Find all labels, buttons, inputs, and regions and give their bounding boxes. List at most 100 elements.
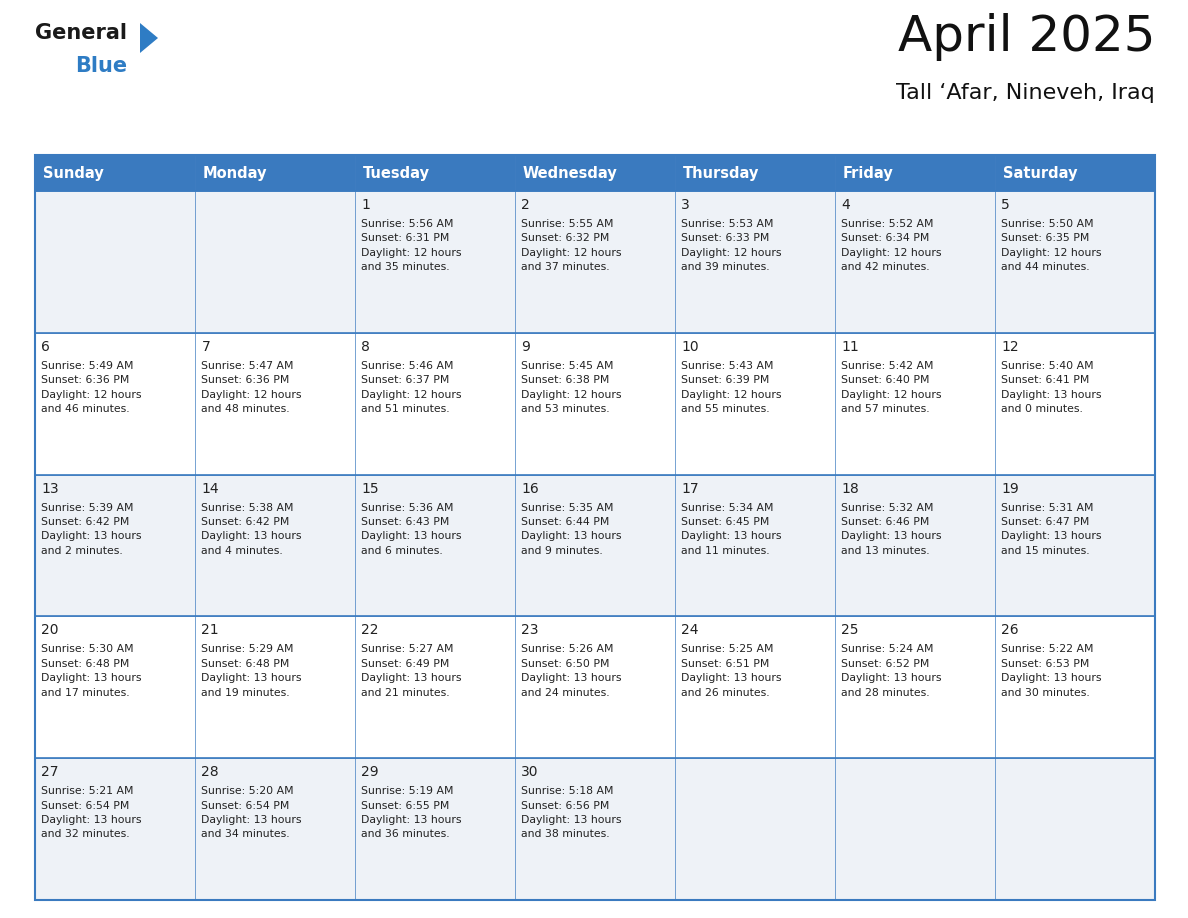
Text: 11: 11 xyxy=(841,340,859,353)
Text: 4: 4 xyxy=(841,198,851,212)
Text: Sunrise: 5:45 AM
Sunset: 6:38 PM
Daylight: 12 hours
and 53 minutes.: Sunrise: 5:45 AM Sunset: 6:38 PM Dayligh… xyxy=(522,361,621,414)
Text: 24: 24 xyxy=(682,623,699,637)
Text: 23: 23 xyxy=(522,623,539,637)
Text: Sunrise: 5:38 AM
Sunset: 6:42 PM
Daylight: 13 hours
and 4 minutes.: Sunrise: 5:38 AM Sunset: 6:42 PM Dayligh… xyxy=(202,502,302,555)
Text: Sunrise: 5:19 AM
Sunset: 6:55 PM
Daylight: 13 hours
and 36 minutes.: Sunrise: 5:19 AM Sunset: 6:55 PM Dayligh… xyxy=(361,786,462,839)
Bar xyxy=(835,758,996,900)
Bar xyxy=(996,191,1155,333)
Text: Thursday: Thursday xyxy=(683,165,759,181)
Bar xyxy=(996,475,1155,616)
Bar xyxy=(195,616,355,758)
Bar xyxy=(34,758,195,900)
Text: Sunrise: 5:30 AM
Sunset: 6:48 PM
Daylight: 13 hours
and 17 minutes.: Sunrise: 5:30 AM Sunset: 6:48 PM Dayligh… xyxy=(42,644,141,698)
Bar xyxy=(835,616,996,758)
Bar xyxy=(675,191,835,333)
Text: Sunrise: 5:55 AM
Sunset: 6:32 PM
Daylight: 12 hours
and 37 minutes.: Sunrise: 5:55 AM Sunset: 6:32 PM Dayligh… xyxy=(522,219,621,273)
Text: Sunrise: 5:43 AM
Sunset: 6:39 PM
Daylight: 12 hours
and 55 minutes.: Sunrise: 5:43 AM Sunset: 6:39 PM Dayligh… xyxy=(682,361,782,414)
Bar xyxy=(996,758,1155,900)
Bar xyxy=(34,155,195,191)
Bar xyxy=(835,191,996,333)
Bar xyxy=(355,191,516,333)
Bar xyxy=(996,333,1155,475)
Text: Sunrise: 5:25 AM
Sunset: 6:51 PM
Daylight: 13 hours
and 26 minutes.: Sunrise: 5:25 AM Sunset: 6:51 PM Dayligh… xyxy=(682,644,782,698)
Text: Tuesday: Tuesday xyxy=(364,165,430,181)
Text: 13: 13 xyxy=(42,482,59,496)
Bar xyxy=(996,155,1155,191)
Text: Sunrise: 5:29 AM
Sunset: 6:48 PM
Daylight: 13 hours
and 19 minutes.: Sunrise: 5:29 AM Sunset: 6:48 PM Dayligh… xyxy=(202,644,302,698)
Text: 22: 22 xyxy=(361,623,379,637)
Text: Sunrise: 5:39 AM
Sunset: 6:42 PM
Daylight: 13 hours
and 2 minutes.: Sunrise: 5:39 AM Sunset: 6:42 PM Dayligh… xyxy=(42,502,141,555)
Text: Saturday: Saturday xyxy=(1003,165,1078,181)
Text: 18: 18 xyxy=(841,482,859,496)
Text: 3: 3 xyxy=(682,198,690,212)
Bar xyxy=(195,475,355,616)
Text: Sunrise: 5:22 AM
Sunset: 6:53 PM
Daylight: 13 hours
and 30 minutes.: Sunrise: 5:22 AM Sunset: 6:53 PM Dayligh… xyxy=(1001,644,1102,698)
Bar xyxy=(996,616,1155,758)
Text: Sunrise: 5:32 AM
Sunset: 6:46 PM
Daylight: 13 hours
and 13 minutes.: Sunrise: 5:32 AM Sunset: 6:46 PM Dayligh… xyxy=(841,502,942,555)
Text: 27: 27 xyxy=(42,766,59,779)
Bar xyxy=(835,333,996,475)
Bar xyxy=(516,616,675,758)
Bar xyxy=(675,616,835,758)
Text: Sunrise: 5:47 AM
Sunset: 6:36 PM
Daylight: 12 hours
and 48 minutes.: Sunrise: 5:47 AM Sunset: 6:36 PM Dayligh… xyxy=(202,361,302,414)
Text: Monday: Monday xyxy=(203,165,267,181)
Text: Sunrise: 5:50 AM
Sunset: 6:35 PM
Daylight: 12 hours
and 44 minutes.: Sunrise: 5:50 AM Sunset: 6:35 PM Dayligh… xyxy=(1001,219,1102,273)
Text: Sunday: Sunday xyxy=(43,165,103,181)
Text: 17: 17 xyxy=(682,482,699,496)
Text: 1: 1 xyxy=(361,198,371,212)
Text: Sunrise: 5:56 AM
Sunset: 6:31 PM
Daylight: 12 hours
and 35 minutes.: Sunrise: 5:56 AM Sunset: 6:31 PM Dayligh… xyxy=(361,219,462,273)
Bar xyxy=(516,758,675,900)
Text: 15: 15 xyxy=(361,482,379,496)
Bar xyxy=(675,155,835,191)
Bar xyxy=(195,191,355,333)
Text: 12: 12 xyxy=(1001,340,1019,353)
Bar xyxy=(516,333,675,475)
Text: 9: 9 xyxy=(522,340,530,353)
Bar xyxy=(355,333,516,475)
Text: Sunrise: 5:34 AM
Sunset: 6:45 PM
Daylight: 13 hours
and 11 minutes.: Sunrise: 5:34 AM Sunset: 6:45 PM Dayligh… xyxy=(682,502,782,555)
Text: 28: 28 xyxy=(202,766,219,779)
Bar xyxy=(516,191,675,333)
Text: General: General xyxy=(34,23,127,43)
Text: Sunrise: 5:31 AM
Sunset: 6:47 PM
Daylight: 13 hours
and 15 minutes.: Sunrise: 5:31 AM Sunset: 6:47 PM Dayligh… xyxy=(1001,502,1102,555)
Text: 25: 25 xyxy=(841,623,859,637)
Bar xyxy=(835,155,996,191)
Text: 21: 21 xyxy=(202,623,219,637)
Bar xyxy=(34,155,1155,900)
Text: Wednesday: Wednesday xyxy=(523,165,618,181)
Text: Tall ‘Afar, Nineveh, Iraq: Tall ‘Afar, Nineveh, Iraq xyxy=(896,83,1155,103)
Bar xyxy=(34,333,195,475)
Text: 2: 2 xyxy=(522,198,530,212)
Bar xyxy=(34,616,195,758)
Text: Sunrise: 5:21 AM
Sunset: 6:54 PM
Daylight: 13 hours
and 32 minutes.: Sunrise: 5:21 AM Sunset: 6:54 PM Dayligh… xyxy=(42,786,141,839)
Polygon shape xyxy=(140,23,158,53)
Text: Sunrise: 5:49 AM
Sunset: 6:36 PM
Daylight: 12 hours
and 46 minutes.: Sunrise: 5:49 AM Sunset: 6:36 PM Dayligh… xyxy=(42,361,141,414)
Text: Sunrise: 5:42 AM
Sunset: 6:40 PM
Daylight: 12 hours
and 57 minutes.: Sunrise: 5:42 AM Sunset: 6:40 PM Dayligh… xyxy=(841,361,942,414)
Text: Blue: Blue xyxy=(75,56,127,76)
Bar xyxy=(516,475,675,616)
Text: Sunrise: 5:40 AM
Sunset: 6:41 PM
Daylight: 13 hours
and 0 minutes.: Sunrise: 5:40 AM Sunset: 6:41 PM Dayligh… xyxy=(1001,361,1102,414)
Text: Sunrise: 5:35 AM
Sunset: 6:44 PM
Daylight: 13 hours
and 9 minutes.: Sunrise: 5:35 AM Sunset: 6:44 PM Dayligh… xyxy=(522,502,621,555)
Bar xyxy=(195,155,355,191)
Text: 29: 29 xyxy=(361,766,379,779)
Bar xyxy=(355,616,516,758)
Text: April 2025: April 2025 xyxy=(897,13,1155,61)
Text: Friday: Friday xyxy=(843,165,893,181)
Bar xyxy=(675,758,835,900)
Bar xyxy=(516,155,675,191)
Text: 7: 7 xyxy=(202,340,210,353)
Text: Sunrise: 5:18 AM
Sunset: 6:56 PM
Daylight: 13 hours
and 38 minutes.: Sunrise: 5:18 AM Sunset: 6:56 PM Dayligh… xyxy=(522,786,621,839)
Text: Sunrise: 5:52 AM
Sunset: 6:34 PM
Daylight: 12 hours
and 42 minutes.: Sunrise: 5:52 AM Sunset: 6:34 PM Dayligh… xyxy=(841,219,942,273)
Text: 20: 20 xyxy=(42,623,59,637)
Text: 10: 10 xyxy=(682,340,699,353)
Text: 16: 16 xyxy=(522,482,539,496)
Text: 6: 6 xyxy=(42,340,50,353)
Text: 19: 19 xyxy=(1001,482,1019,496)
Bar xyxy=(675,333,835,475)
Text: Sunrise: 5:53 AM
Sunset: 6:33 PM
Daylight: 12 hours
and 39 minutes.: Sunrise: 5:53 AM Sunset: 6:33 PM Dayligh… xyxy=(682,219,782,273)
Text: 8: 8 xyxy=(361,340,371,353)
Text: 26: 26 xyxy=(1001,623,1019,637)
Text: 5: 5 xyxy=(1001,198,1010,212)
Text: Sunrise: 5:27 AM
Sunset: 6:49 PM
Daylight: 13 hours
and 21 minutes.: Sunrise: 5:27 AM Sunset: 6:49 PM Dayligh… xyxy=(361,644,462,698)
Text: Sunrise: 5:36 AM
Sunset: 6:43 PM
Daylight: 13 hours
and 6 minutes.: Sunrise: 5:36 AM Sunset: 6:43 PM Dayligh… xyxy=(361,502,462,555)
